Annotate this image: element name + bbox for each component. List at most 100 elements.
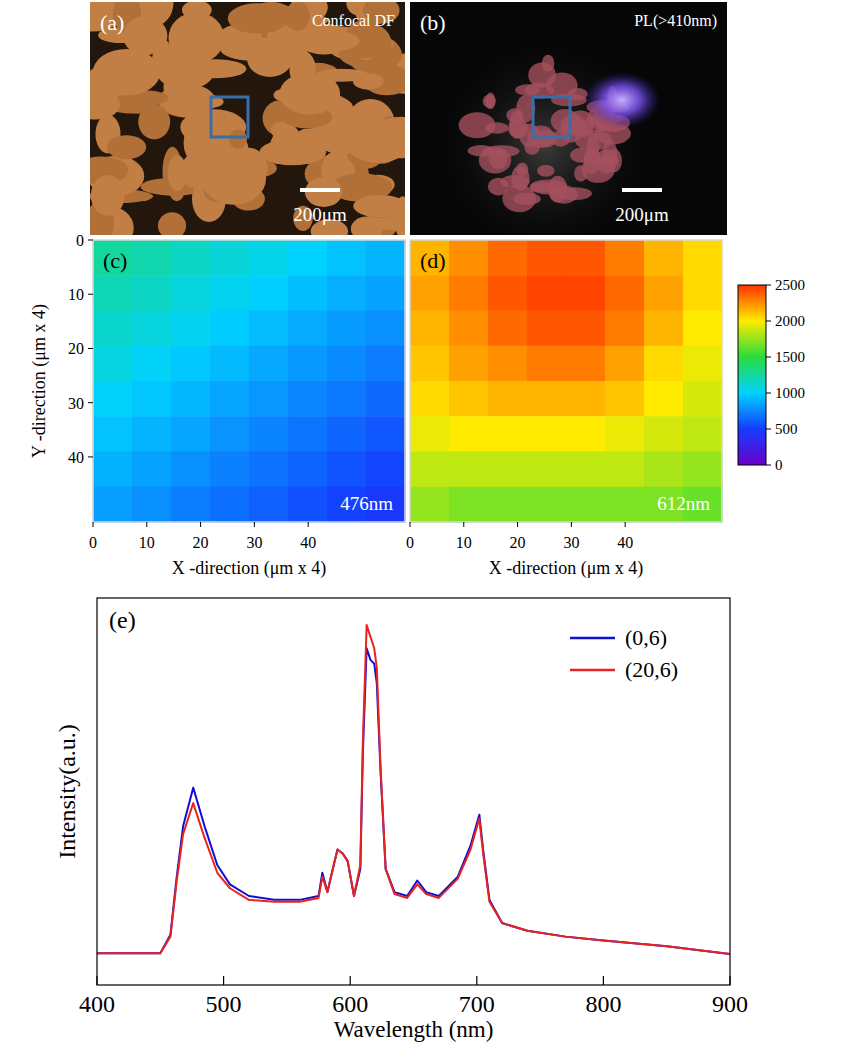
x-tick	[517, 522, 518, 527]
heat-cell	[327, 381, 367, 417]
heat-cell	[605, 416, 645, 452]
heat-cell	[566, 240, 606, 276]
heat-cell	[683, 275, 723, 311]
x-tick	[571, 522, 572, 527]
heat-cell	[288, 487, 328, 523]
y-tick-label: 30	[68, 395, 84, 412]
y-tick-label: 0	[76, 232, 84, 249]
colorbar-tick	[766, 393, 771, 394]
heat-cell	[683, 452, 723, 488]
heat-cell	[527, 311, 567, 347]
heat-cell	[288, 452, 328, 488]
heat-cell	[449, 311, 489, 347]
texture	[488, 178, 509, 196]
texture	[229, 129, 247, 149]
panel-label: (e)	[109, 607, 136, 633]
heat-cell	[171, 487, 211, 523]
heat-cell	[605, 381, 645, 417]
heat-cell	[327, 416, 367, 452]
heat-cell	[171, 452, 211, 488]
texture	[201, 153, 266, 205]
heat-cell	[449, 275, 489, 311]
heat-cell	[605, 452, 645, 488]
plot-frame	[93, 240, 405, 522]
heat-cell	[410, 346, 450, 382]
scale-bar-label: 200μm	[615, 204, 669, 225]
y-tick	[88, 402, 93, 403]
heat-cell	[644, 311, 684, 347]
heat-cell	[566, 311, 606, 347]
texture	[537, 165, 554, 177]
x-tick	[223, 976, 224, 985]
texture	[345, 119, 405, 163]
x-tick	[146, 522, 147, 527]
region-box	[211, 97, 248, 137]
x-tick-label: 30	[563, 534, 579, 551]
y-axis-title: Intensity(a.u.)	[54, 724, 80, 859]
heat-cell	[488, 487, 528, 523]
heat-cell	[566, 452, 606, 488]
y-tick	[88, 240, 93, 241]
texture	[479, 147, 511, 173]
heat-cell	[449, 346, 489, 382]
panel-title: Confocal DF	[312, 12, 395, 29]
heat-cell	[683, 240, 723, 276]
colorbar-tick	[766, 357, 771, 358]
heat-cell	[249, 487, 289, 523]
image-content	[90, 2, 405, 235]
texture	[308, 30, 359, 51]
x-axis-title: Wavelength (nm)	[334, 1017, 494, 1042]
heat-cell	[93, 416, 133, 452]
texture	[584, 72, 660, 128]
heat-cell	[605, 487, 645, 523]
y-tick-label: 20	[68, 340, 84, 357]
panel-label: (d)	[420, 248, 446, 273]
x-axis-title: X -direction (μm x 4)	[172, 558, 327, 579]
heat-cell	[527, 346, 567, 382]
heat-cell	[288, 311, 328, 347]
heat-cell	[366, 275, 406, 311]
heat-cell	[93, 346, 133, 382]
texture	[259, 139, 326, 165]
x-tick-label: 700	[459, 991, 495, 1017]
y-tick	[88, 456, 93, 457]
x-tick	[410, 522, 411, 527]
series-group	[97, 625, 730, 954]
colorbar-tick	[766, 285, 771, 286]
texture	[184, 126, 201, 160]
heat-cell	[327, 452, 367, 488]
texture	[485, 93, 495, 110]
x-tick-label: 900	[712, 991, 748, 1017]
x-tick-label: 10	[139, 534, 155, 551]
heat-cell	[132, 452, 172, 488]
heat-cell	[210, 452, 250, 488]
plot-frame	[97, 598, 730, 985]
texture	[152, 44, 187, 73]
x-tick-label: 600	[332, 991, 368, 1017]
texture	[485, 122, 508, 133]
figure: (a)Confocal DF200μm(b)PL(>410nm)200μm010…	[0, 0, 841, 1048]
texture	[305, 177, 343, 207]
x-tick	[625, 522, 626, 527]
heat-cell	[683, 311, 723, 347]
heat-cell	[132, 275, 172, 311]
heat-cell	[488, 346, 528, 382]
y-tick-label: 40	[68, 449, 84, 466]
texture	[530, 182, 554, 193]
heat-cell	[93, 240, 133, 276]
heat-cell	[488, 275, 528, 311]
heatmap: 010203040010203040X -direction (μm x 4)Y…	[29, 232, 406, 579]
heat-cell	[366, 381, 406, 417]
heat-cell	[366, 240, 406, 276]
x-tick-label: 500	[206, 991, 242, 1017]
scale-bar	[622, 188, 662, 192]
heat-cell	[210, 346, 250, 382]
heat-cell	[327, 240, 367, 276]
scale-bar-label: 200μm	[293, 204, 347, 225]
panel-title: PL(>410nm)	[634, 12, 717, 30]
x-tick-label: 400	[79, 991, 115, 1017]
heat-cell	[410, 381, 450, 417]
panel-label: (b)	[420, 10, 446, 35]
wavelength-label: 476nm	[340, 493, 393, 514]
heat-cell	[210, 381, 250, 417]
